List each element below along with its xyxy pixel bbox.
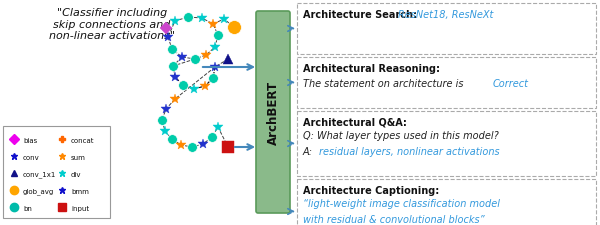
Text: conv_1x1: conv_1x1 xyxy=(23,171,56,178)
Text: with residual & convolutional blocks”: with residual & convolutional blocks” xyxy=(303,214,485,224)
Text: Correct: Correct xyxy=(493,79,529,89)
Text: A:: A: xyxy=(303,146,316,156)
Text: residual layers, nonlinear activations: residual layers, nonlinear activations xyxy=(319,146,500,156)
FancyBboxPatch shape xyxy=(297,4,596,55)
Text: input: input xyxy=(71,205,89,211)
Text: “light-weight image classification model: “light-weight image classification model xyxy=(303,198,500,208)
Text: The statement on architecture is: The statement on architecture is xyxy=(303,79,467,89)
FancyBboxPatch shape xyxy=(256,12,290,213)
Text: div: div xyxy=(71,171,82,177)
Text: bias: bias xyxy=(23,137,37,143)
Text: Architectural Q&A:: Architectural Q&A: xyxy=(303,117,407,127)
Text: ArchBERT: ArchBERT xyxy=(266,81,280,144)
Text: glob_avg: glob_avg xyxy=(23,188,54,194)
FancyBboxPatch shape xyxy=(297,179,596,225)
FancyBboxPatch shape xyxy=(297,58,596,108)
Text: Q: What layer types used in this model?: Q: What layer types used in this model? xyxy=(303,130,499,140)
Text: Architecture Captioning:: Architecture Captioning: xyxy=(303,185,439,195)
Text: concat: concat xyxy=(71,137,95,143)
Text: ResNet18, ResNeXt: ResNet18, ResNeXt xyxy=(398,10,493,20)
Text: conv: conv xyxy=(23,154,40,160)
Text: bn: bn xyxy=(23,205,32,211)
Text: Architectural Reasoning:: Architectural Reasoning: xyxy=(303,64,440,74)
FancyBboxPatch shape xyxy=(3,126,110,218)
Text: bmm: bmm xyxy=(71,188,89,194)
Text: "Classifier including
skip connections and
non-linear activations": "Classifier including skip connections a… xyxy=(49,8,175,41)
Text: Architecture Search:: Architecture Search: xyxy=(303,10,421,20)
Text: sum: sum xyxy=(71,154,86,160)
FancyBboxPatch shape xyxy=(297,112,596,176)
